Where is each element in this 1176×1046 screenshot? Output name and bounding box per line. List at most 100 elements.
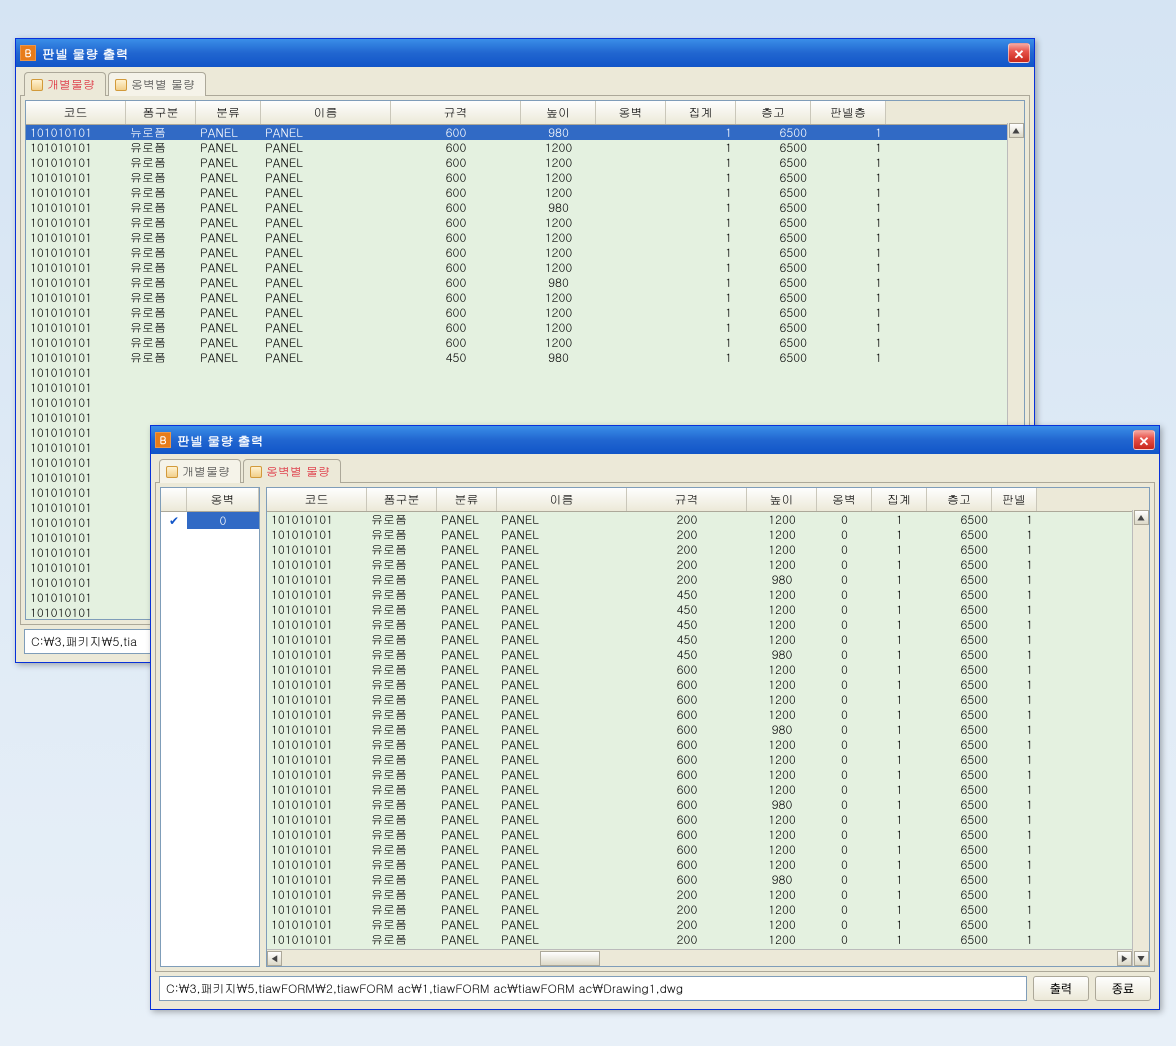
column-header-panels[interactable]: 판넬층 bbox=[811, 101, 886, 124]
column-header-cls[interactable]: 분류 bbox=[437, 488, 497, 511]
column-header-name[interactable]: 이름 bbox=[261, 101, 391, 124]
horizontal-scrollbar[interactable]: ◀ ▶ bbox=[267, 949, 1132, 966]
grid-body[interactable]: 101010101유로폼PANELPANEL200120001650011010… bbox=[267, 512, 1149, 962]
table-row[interactable]: 101010101유로폼PANELPANEL20012000165001 bbox=[267, 512, 1149, 527]
table-row[interactable]: 101010101유로폼PANELPANEL60012000165001 bbox=[267, 827, 1149, 842]
column-header-spec[interactable]: 규격 bbox=[391, 101, 521, 124]
column-header-sum[interactable]: 집계 bbox=[872, 488, 927, 511]
tab-0[interactable]: 개별물량 bbox=[159, 459, 241, 483]
column-header-sum[interactable]: 집계 bbox=[666, 101, 736, 124]
scroll-right-icon[interactable]: ▶ bbox=[1117, 951, 1132, 966]
scroll-down-icon[interactable]: ▼ bbox=[1134, 951, 1149, 966]
table-row[interactable]: 101010101유로폼PANELPANEL20012000165001 bbox=[267, 917, 1149, 932]
table-row[interactable]: 101010101 bbox=[26, 365, 1024, 380]
table-row[interactable]: 101010101 bbox=[26, 395, 1024, 410]
table-row[interactable]: 101010101 bbox=[26, 410, 1024, 425]
table-row[interactable]: 101010101유로폼PANELPANEL45012000165001 bbox=[267, 617, 1149, 632]
wall-filter-row[interactable]: ✔0 bbox=[161, 512, 259, 528]
close-button[interactable]: ✕ bbox=[1008, 43, 1030, 63]
scroll-up-icon[interactable]: ▲ bbox=[1134, 510, 1149, 525]
table-row[interactable]: 101010101유로폼PANELPANEL60012000165001 bbox=[267, 692, 1149, 707]
table-row[interactable]: 101010101유로폼PANELPANEL60012000165001 bbox=[267, 782, 1149, 797]
table-row[interactable]: 101010101유로폼PANELPANEL60012000165001 bbox=[267, 842, 1149, 857]
table-row[interactable]: 101010101유로폼PANELPANEL600980165001 bbox=[26, 275, 1024, 290]
column-header-code[interactable]: 코드 bbox=[26, 101, 126, 124]
table-row[interactable]: 101010101유로폼PANELPANEL2009800165001 bbox=[267, 572, 1149, 587]
table-row[interactable]: 101010101유로폼PANELPANEL60012000165001 bbox=[267, 752, 1149, 767]
table-row[interactable]: 101010101유로폼PANELPANEL60012000165001 bbox=[267, 812, 1149, 827]
table-row[interactable]: 101010101유로폼PANELPANEL600980165001 bbox=[26, 200, 1024, 215]
data-grid[interactable]: 코드폼구분분류이름규격높이옹벽집계층고판넬 101010101유로폼PANELP… bbox=[266, 487, 1150, 967]
column-header-cat[interactable]: 폼구분 bbox=[367, 488, 437, 511]
table-row[interactable]: 101010101유로폼PANELPANEL60012000165001 bbox=[267, 662, 1149, 677]
cell-floor: 6500 bbox=[927, 752, 992, 767]
table-row[interactable]: 101010101유로폼PANELPANEL6009800165001 bbox=[267, 797, 1149, 812]
column-header-height[interactable]: 높이 bbox=[521, 101, 596, 124]
scroll-left-icon[interactable]: ◀ bbox=[267, 951, 282, 966]
table-row[interactable]: 101010101유로폼PANELPANEL6001200165001 bbox=[26, 290, 1024, 305]
column-header-floor[interactable]: 층고 bbox=[927, 488, 992, 511]
table-row[interactable]: 101010101유로폼PANELPANEL6001200165001 bbox=[26, 320, 1024, 335]
table-row[interactable]: 101010101유로폼PANELPANEL4509800165001 bbox=[267, 647, 1149, 662]
titlebar[interactable]: B 판넬 물량 출력 ✕ bbox=[16, 39, 1034, 67]
tab-0[interactable]: 개별물량 bbox=[24, 72, 106, 96]
cell-spec: 600 bbox=[627, 842, 747, 857]
wall-filter-panel[interactable]: 옹벽✔0 bbox=[160, 487, 260, 967]
checkbox[interactable]: ✔ bbox=[161, 512, 187, 529]
table-row[interactable]: 101010101유로폼PANELPANEL6001200165001 bbox=[26, 305, 1024, 320]
column-header-spec[interactable]: 규격 bbox=[627, 488, 747, 511]
cell-name: PANEL bbox=[497, 677, 627, 692]
tab-1[interactable]: 옹벽별 물량 bbox=[243, 459, 341, 483]
cell-floor: 6500 bbox=[927, 797, 992, 812]
table-row[interactable]: 101010101유로폼PANELPANEL60012000165001 bbox=[267, 677, 1149, 692]
output-button[interactable]: 출력 bbox=[1033, 976, 1089, 1001]
table-row[interactable]: 101010101유로폼PANELPANEL6001200165001 bbox=[26, 215, 1024, 230]
table-row[interactable]: 101010101유로폼PANELPANEL20012000165001 bbox=[267, 527, 1149, 542]
close-button[interactable]: ✕ bbox=[1133, 430, 1155, 450]
column-header-name[interactable]: 이름 bbox=[497, 488, 627, 511]
table-row[interactable]: 101010101유로폼PANELPANEL6001200165001 bbox=[26, 260, 1024, 275]
table-row[interactable]: 101010101유로폼PANELPANEL45012000165001 bbox=[267, 602, 1149, 617]
tab-1[interactable]: 옹벽별 물량 bbox=[108, 72, 206, 96]
column-header-code[interactable]: 코드 bbox=[267, 488, 367, 511]
column-header-panels[interactable]: 판넬 bbox=[992, 488, 1037, 511]
table-row[interactable]: 101010101유로폼PANELPANEL6001200165001 bbox=[26, 140, 1024, 155]
table-row[interactable]: 101010101 bbox=[26, 380, 1024, 395]
table-row[interactable]: 101010101유로폼PANELPANEL6001200165001 bbox=[26, 335, 1024, 350]
table-row[interactable]: 101010101유로폼PANELPANEL60012000165001 bbox=[267, 767, 1149, 782]
table-row[interactable]: 101010101유로폼PANELPANEL20012000165001 bbox=[267, 887, 1149, 902]
scroll-up-icon[interactable]: ▲ bbox=[1009, 123, 1024, 138]
table-row[interactable]: 101010101유로폼PANELPANEL6001200165001 bbox=[26, 170, 1024, 185]
table-row[interactable]: 101010101유로폼PANELPANEL6001200165001 bbox=[26, 230, 1024, 245]
scroll-thumb[interactable] bbox=[540, 951, 600, 966]
table-row[interactable]: 101010101유로폼PANELPANEL20012000165001 bbox=[267, 902, 1149, 917]
table-row[interactable]: 101010101유로폼PANELPANEL20012000165001 bbox=[267, 542, 1149, 557]
table-row[interactable]: 101010101유로폼PANELPANEL20012000165001 bbox=[267, 557, 1149, 572]
table-row[interactable]: 101010101유로폼PANELPANEL6009800165001 bbox=[267, 722, 1149, 737]
table-row[interactable]: 101010101유로폼PANELPANEL6009800165001 bbox=[267, 872, 1149, 887]
titlebar[interactable]: B 판넬 물량 출력 ✕ bbox=[151, 426, 1159, 454]
column-header-height[interactable]: 높이 bbox=[747, 488, 817, 511]
table-row[interactable]: 101010101유로폼PANELPANEL450980165001 bbox=[26, 350, 1024, 365]
table-row[interactable]: 101010101유로폼PANELPANEL60012000165001 bbox=[267, 857, 1149, 872]
table-row[interactable]: 101010101유로폼PANELPANEL45012000165001 bbox=[267, 632, 1149, 647]
table-row[interactable]: 101010101유로폼PANELPANEL6001200165001 bbox=[26, 155, 1024, 170]
table-row[interactable]: 101010101유로폼PANELPANEL6001200165001 bbox=[26, 185, 1024, 200]
cell-cat: 유로폼 bbox=[367, 782, 437, 797]
table-row[interactable]: 101010101뉴로폼PANELPANEL600980165001 bbox=[26, 125, 1024, 140]
column-header-wall[interactable]: 옹벽 bbox=[817, 488, 872, 511]
table-row[interactable]: 101010101유로폼PANELPANEL20012000165001 bbox=[267, 932, 1149, 947]
column-header-wall[interactable]: 옹벽 bbox=[596, 101, 666, 124]
column-header-floor[interactable]: 층고 bbox=[736, 101, 811, 124]
table-row[interactable]: 101010101유로폼PANELPANEL45012000165001 bbox=[267, 587, 1149, 602]
vertical-scrollbar[interactable]: ▲ ▼ bbox=[1132, 510, 1149, 966]
cell-code: 101010101 bbox=[26, 440, 126, 455]
table-row[interactable]: 101010101유로폼PANELPANEL60012000165001 bbox=[267, 707, 1149, 722]
column-header-cat[interactable]: 폼구분 bbox=[126, 101, 196, 124]
table-row[interactable]: 101010101유로폼PANELPANEL6001200165001 bbox=[26, 245, 1024, 260]
cell-cat: 유로폼 bbox=[126, 290, 196, 305]
cell-name: PANEL bbox=[497, 812, 627, 827]
column-header-cls[interactable]: 분류 bbox=[196, 101, 261, 124]
table-row[interactable]: 101010101유로폼PANELPANEL60012000165001 bbox=[267, 737, 1149, 752]
close-button[interactable]: 종료 bbox=[1095, 976, 1151, 1001]
